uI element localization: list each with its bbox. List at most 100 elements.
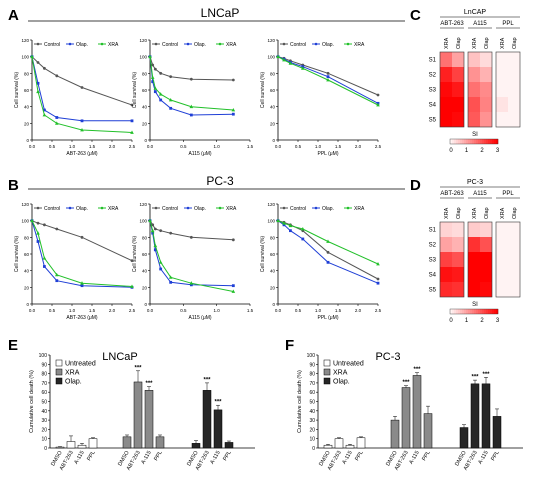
scale-step bbox=[452, 139, 455, 144]
data-point bbox=[326, 250, 330, 254]
heatmap-cell bbox=[452, 52, 464, 67]
y-tick-label: 30 bbox=[309, 418, 315, 424]
legend-marker bbox=[100, 42, 104, 46]
data-point bbox=[288, 61, 293, 65]
scale-step bbox=[482, 309, 485, 314]
scale-frame bbox=[449, 138, 499, 145]
row-label: S3 bbox=[429, 88, 437, 94]
scale-tick-label: 0 bbox=[449, 148, 453, 154]
x-tick-label: PPL bbox=[490, 450, 500, 462]
y-tick-label: 70 bbox=[41, 381, 47, 387]
data-point bbox=[169, 75, 173, 79]
row-label: S3 bbox=[429, 258, 437, 264]
data-point bbox=[130, 259, 134, 263]
series-line bbox=[277, 220, 379, 265]
data-point bbox=[148, 54, 152, 59]
data-point bbox=[288, 223, 293, 228]
group-frame bbox=[467, 51, 493, 128]
column-label: Olap bbox=[512, 207, 518, 219]
y-tick-label: 0 bbox=[312, 446, 315, 452]
y-tick-label: 40 bbox=[309, 409, 315, 415]
data-point bbox=[169, 106, 173, 110]
legend-marker bbox=[282, 206, 286, 210]
data-point bbox=[153, 86, 158, 90]
data-point bbox=[159, 229, 163, 233]
scale-step bbox=[492, 139, 495, 144]
x-tick-label: PPL bbox=[153, 450, 163, 462]
heatmap-cell bbox=[508, 97, 520, 112]
data-point bbox=[55, 116, 59, 119]
data-point bbox=[326, 78, 330, 82]
scale-step bbox=[488, 309, 491, 314]
legend-label: Untreated bbox=[65, 361, 96, 368]
y-tick-label: 80 bbox=[270, 235, 276, 240]
y-tick-label: 100 bbox=[267, 219, 275, 224]
scale-step bbox=[486, 139, 489, 144]
legend-marker bbox=[346, 42, 350, 46]
data-point bbox=[43, 223, 46, 227]
data-point bbox=[55, 279, 59, 283]
legend-label: Olap. bbox=[194, 42, 206, 48]
x-tick-label: 1.5 bbox=[247, 144, 254, 149]
scale-step bbox=[468, 309, 471, 314]
group-label: ABT-263 bbox=[440, 21, 464, 27]
series-line bbox=[31, 220, 133, 287]
data-point bbox=[168, 98, 173, 102]
bar bbox=[122, 436, 132, 449]
column-label: XRA bbox=[500, 207, 506, 219]
y-tick-label: 50 bbox=[41, 400, 47, 406]
bar bbox=[412, 375, 422, 449]
group-label: PPL bbox=[502, 21, 514, 27]
data-point bbox=[55, 121, 59, 125]
data-point bbox=[282, 221, 286, 225]
data-point bbox=[130, 119, 134, 123]
data-point bbox=[276, 218, 280, 223]
group-frame bbox=[439, 221, 465, 298]
heatmap-cell bbox=[440, 222, 452, 237]
legend-label: XRA bbox=[65, 370, 80, 377]
heatmap-cell bbox=[480, 267, 492, 282]
x-tick-label: 1.0 bbox=[315, 144, 322, 149]
data-point bbox=[326, 75, 330, 79]
row-label: S1 bbox=[429, 58, 437, 64]
heatmap-cell bbox=[440, 282, 452, 297]
significance-label: *** bbox=[413, 367, 421, 373]
y-tick-label: 10 bbox=[41, 437, 47, 443]
x-axis-label: A115 (μM) bbox=[188, 151, 211, 157]
x-tick-label: 2.5 bbox=[129, 308, 136, 313]
series-line bbox=[149, 220, 234, 287]
heatmap-cell bbox=[480, 252, 492, 267]
legend-marker bbox=[186, 42, 190, 46]
legend-label: XRA bbox=[108, 206, 119, 212]
scale-step bbox=[480, 309, 483, 314]
heatmap-cell bbox=[496, 52, 508, 67]
heatmap-cell bbox=[440, 67, 452, 82]
y-tick-label: 20 bbox=[309, 427, 315, 433]
column-label: XRA bbox=[472, 37, 478, 49]
heatmap-cell bbox=[468, 82, 480, 97]
y-tick-label: 80 bbox=[24, 235, 30, 240]
scale-step bbox=[456, 309, 459, 314]
data-point bbox=[276, 54, 280, 59]
data-point bbox=[80, 119, 84, 123]
y-tick-label: 120 bbox=[267, 202, 275, 207]
data-point bbox=[151, 80, 155, 84]
x-tick-label: A-115 bbox=[140, 450, 152, 465]
y-tick-label: 100 bbox=[21, 219, 29, 224]
x-tick-label: PPL bbox=[86, 450, 96, 462]
data-point bbox=[301, 227, 305, 231]
data-point bbox=[36, 221, 40, 225]
legend-label: Olap. bbox=[322, 206, 334, 212]
heatmap-title: LnCAP bbox=[464, 9, 487, 16]
heatmap-cell bbox=[440, 267, 452, 282]
data-point bbox=[376, 93, 380, 97]
y-tick-label: 90 bbox=[41, 362, 47, 368]
legend-label: Untreated bbox=[333, 361, 364, 368]
data-point bbox=[153, 67, 157, 71]
panel-letter-D: D bbox=[410, 177, 421, 194]
x-tick-label: 1.0 bbox=[214, 144, 221, 149]
heatmap-cell bbox=[452, 82, 464, 97]
y-tick-label: 40 bbox=[270, 105, 276, 110]
